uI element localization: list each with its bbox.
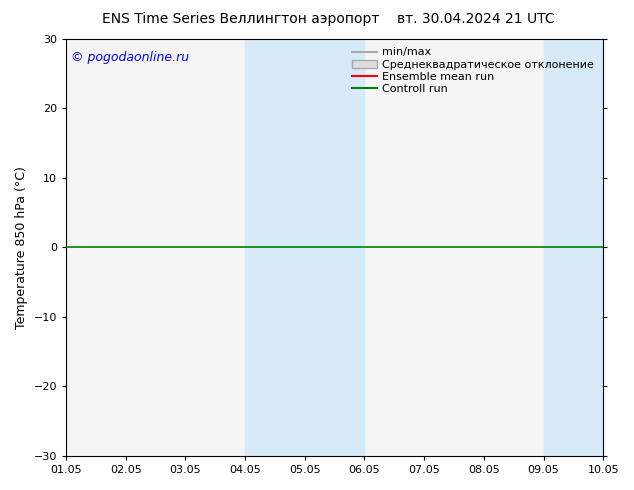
Bar — [543, 39, 603, 456]
Text: вт. 30.04.2024 21 UTC: вт. 30.04.2024 21 UTC — [397, 12, 554, 26]
Legend: min/max, Среднеквадратическое отклонение, Ensemble mean run, Controll run: min/max, Среднеквадратическое отклонение… — [349, 44, 598, 98]
Bar — [245, 39, 365, 456]
Text: ENS Time Series Веллингтон аэропорт: ENS Time Series Веллингтон аэропорт — [102, 12, 380, 26]
Y-axis label: Temperature 850 hPa (°C): Temperature 850 hPa (°C) — [15, 166, 28, 329]
Text: © pogodaonline.ru: © pogodaonline.ru — [72, 51, 190, 64]
